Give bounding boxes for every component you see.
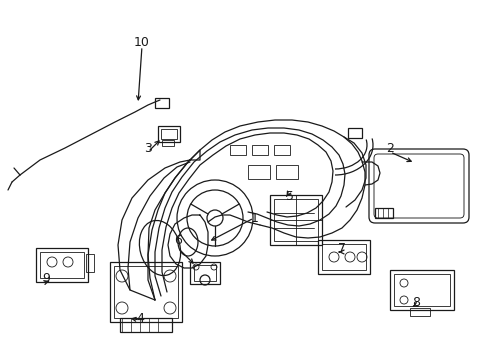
Bar	[393, 274, 449, 306]
Text: 2: 2	[385, 141, 393, 154]
Text: 10: 10	[134, 36, 150, 49]
Bar	[269, 195, 321, 245]
Text: 7: 7	[337, 242, 346, 255]
Bar	[120, 318, 172, 332]
Text: 6: 6	[174, 234, 182, 247]
Bar	[158, 126, 180, 142]
Bar	[190, 262, 220, 284]
Text: 8: 8	[411, 296, 419, 309]
Bar	[273, 145, 289, 155]
Bar	[110, 262, 182, 322]
Bar	[194, 265, 216, 281]
Bar	[86, 254, 94, 272]
Bar	[321, 244, 365, 270]
Bar	[161, 129, 177, 139]
Bar	[389, 270, 453, 310]
Bar	[275, 165, 297, 179]
Bar	[374, 208, 392, 218]
Bar	[155, 98, 169, 108]
Text: 4: 4	[136, 311, 143, 324]
Bar	[162, 140, 174, 146]
Bar	[229, 145, 245, 155]
Text: 9: 9	[42, 271, 50, 284]
Bar	[36, 248, 88, 282]
Bar	[273, 199, 317, 241]
Bar	[40, 252, 84, 278]
Text: 5: 5	[285, 189, 293, 202]
Bar	[251, 145, 267, 155]
Bar	[247, 165, 269, 179]
Bar	[409, 308, 429, 316]
Text: 3: 3	[144, 141, 152, 154]
Bar	[317, 240, 369, 274]
Bar	[347, 128, 361, 138]
Bar	[114, 266, 178, 318]
Text: 1: 1	[250, 211, 259, 225]
